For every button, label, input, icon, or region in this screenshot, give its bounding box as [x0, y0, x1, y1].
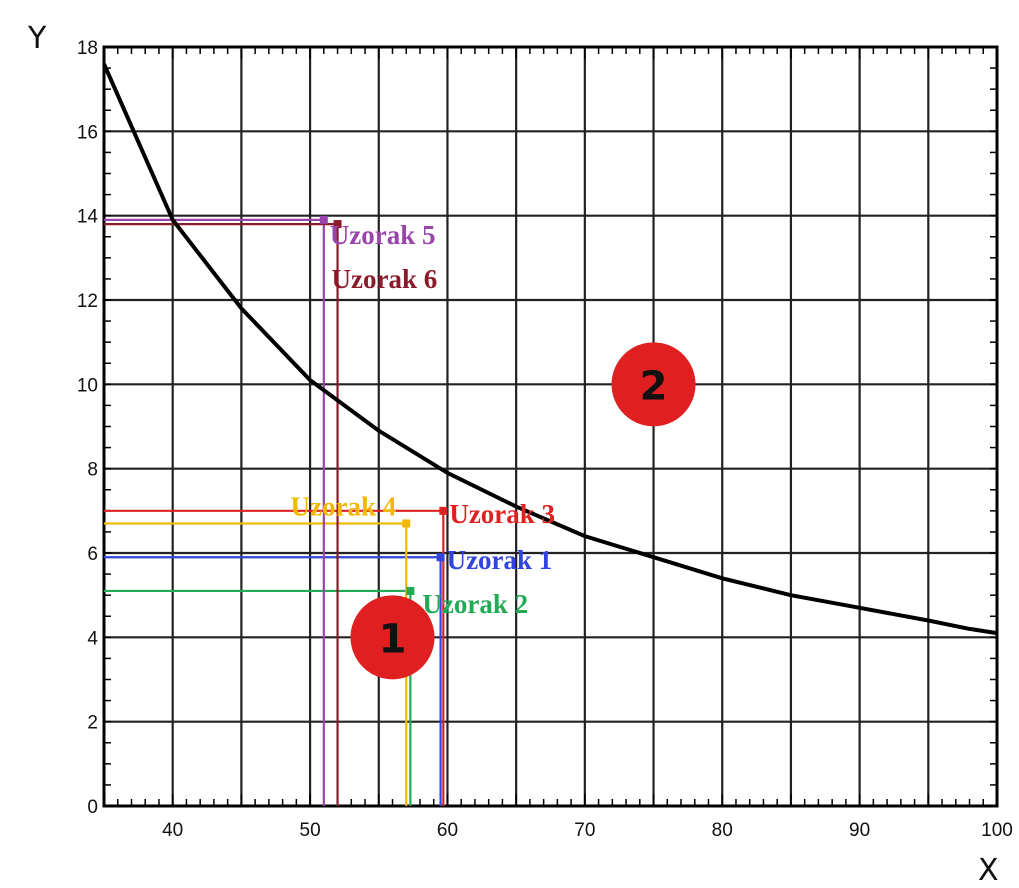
region-label: 2: [640, 363, 668, 409]
sample-marker: [402, 519, 411, 528]
y-tick-label: 0: [87, 797, 98, 818]
sample-labels: Uzorak 1 Uzorak 2 Uzorak 3 Uzorak 4 Uzorak 5…: [291, 220, 556, 619]
x-tick-label: 100: [981, 820, 1013, 841]
x-tick-label: 70: [574, 820, 595, 841]
sample-marker: [439, 506, 448, 515]
x-tick-label: 50: [300, 820, 321, 841]
region-circle: [350, 595, 435, 680]
region-label: 1: [379, 616, 407, 662]
region-markers: 12: [350, 342, 696, 680]
sample-label: Uzorak 6: [332, 264, 438, 294]
region-circle: [611, 342, 696, 427]
y-tick-label: 8: [87, 460, 98, 481]
y-axis-title: Y: [27, 21, 47, 56]
grid: [104, 47, 997, 806]
sample-markers: [319, 215, 448, 595]
x-tick-label: 40: [162, 820, 183, 841]
x-axis-title: X: [978, 853, 999, 888]
y-tick-label: 10: [77, 375, 98, 396]
sample-marker: [406, 586, 415, 595]
sample-label: Uzorak 2: [422, 589, 528, 619]
x-tick-label: 90: [849, 820, 870, 841]
y-tick-label: 6: [87, 544, 98, 565]
y-tick-label: 18: [77, 38, 98, 59]
sample-label: Uzorak 1: [447, 545, 553, 575]
limit-curve: [102, 63, 998, 636]
y-tick-label: 16: [77, 122, 98, 143]
x-tick-label: 80: [712, 820, 733, 841]
sample-marker: [319, 215, 328, 224]
y-tick-label: 4: [87, 628, 98, 649]
tick-marks: [103, 46, 998, 807]
sample-marker: [436, 553, 445, 562]
sample-label: Uzorak 4: [291, 491, 397, 521]
sample-marker: [333, 220, 342, 229]
x-tick-label: 60: [437, 820, 458, 841]
sample-label: Uzorak 5: [330, 220, 436, 250]
sample-label: Uzorak 3: [449, 499, 555, 529]
sample-guide-lines: [104, 218, 445, 806]
y-tick-label: 14: [77, 207, 99, 228]
y-tick-label: 2: [87, 713, 98, 734]
y-tick-label: 12: [77, 291, 98, 312]
